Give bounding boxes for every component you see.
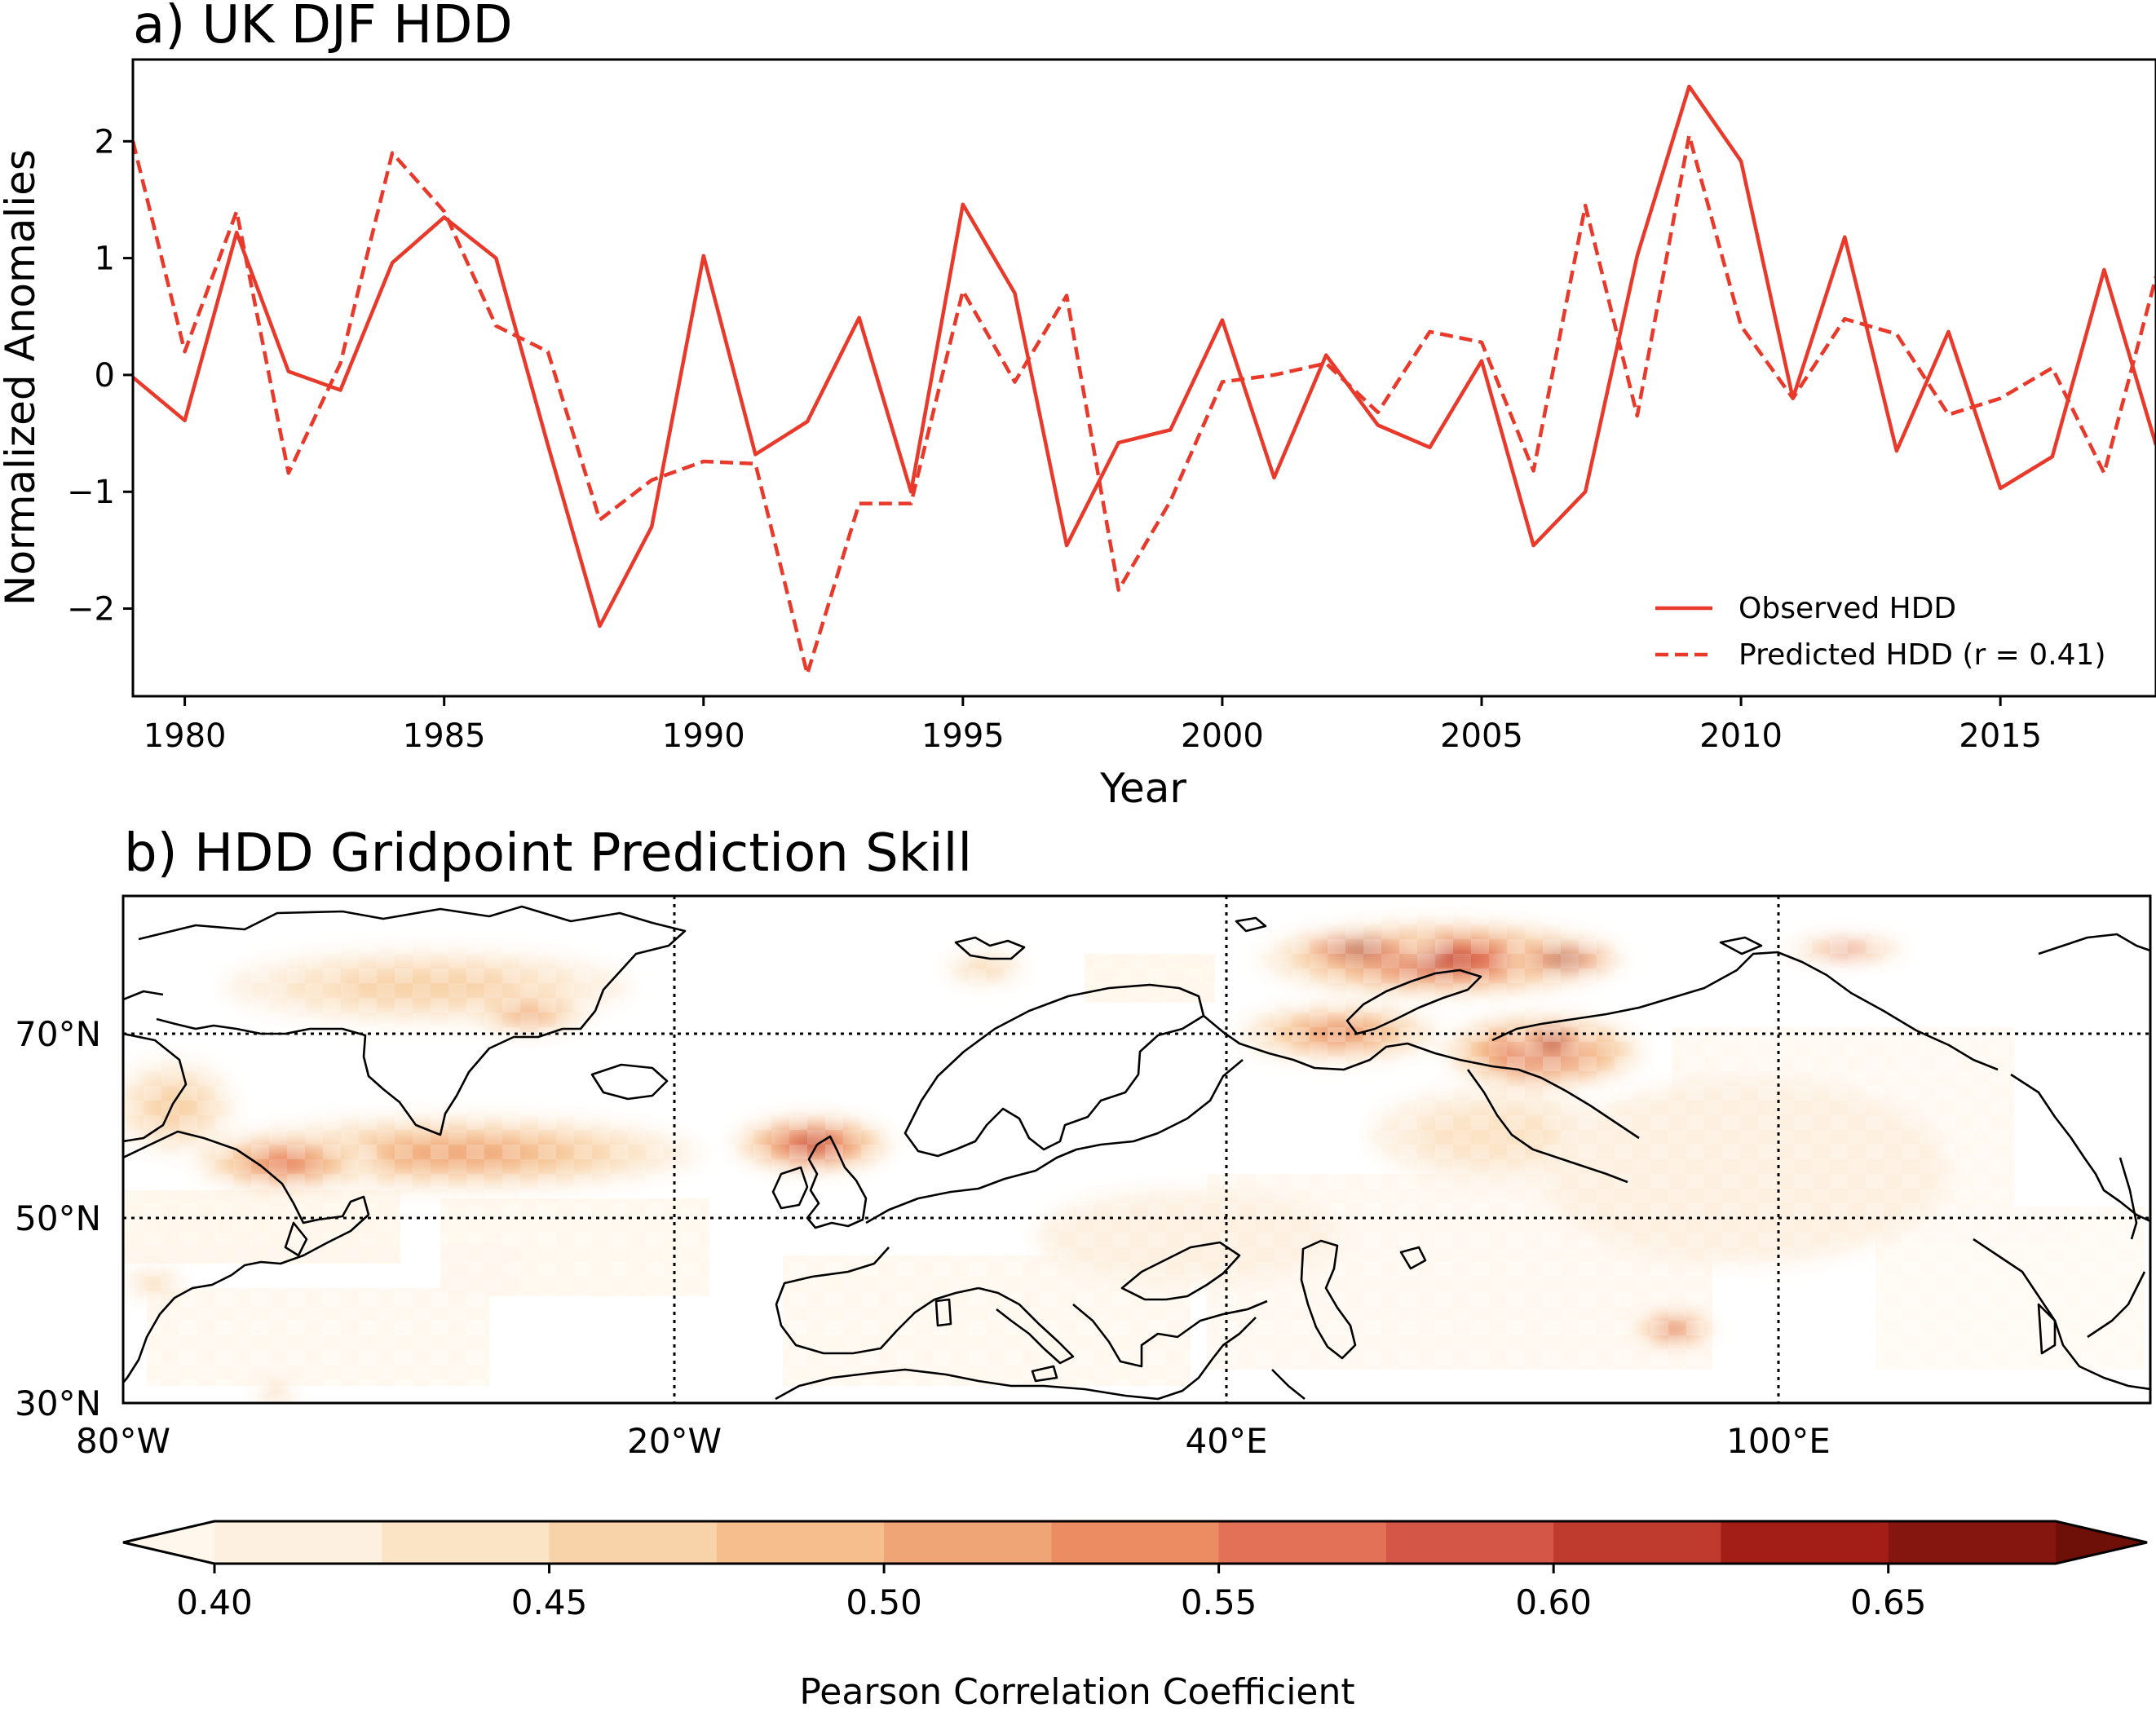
graticule <box>123 896 2150 1403</box>
coastline-japan <box>2087 1271 2146 1339</box>
panel-a-xlabel: Year <box>1099 765 1186 812</box>
x-tick-label: 1995 <box>921 717 1005 755</box>
coastline-sicily <box>1031 1365 1058 1383</box>
lon-tick-20w: 20°W <box>627 1421 722 1461</box>
colorbar-bin <box>884 1521 1052 1564</box>
coastline-gulf <box>1271 1369 1306 1401</box>
coastline-hudson <box>123 990 164 1001</box>
y-tick-label: 1 <box>95 240 115 278</box>
lon-tick-40e: 40°E <box>1186 1421 1268 1461</box>
lon-tick-100e: 100°E <box>1726 1421 1831 1461</box>
coastline-ireland <box>771 1166 809 1210</box>
colorbar-bin <box>716 1521 885 1564</box>
panel-a-series <box>133 84 2156 677</box>
coastline-us-east <box>123 1273 232 1383</box>
coastline-okhotsk <box>2010 1073 2150 1223</box>
colorbar-tick-label: 0.55 <box>1181 1582 1257 1622</box>
coastline-svalbard <box>954 936 1026 960</box>
x-tick-label: 1985 <box>403 717 486 755</box>
colorbar-bin <box>1888 1521 2057 1564</box>
y-tick-label: 2 <box>95 123 115 161</box>
colorbar-tick-label: 0.60 <box>1515 1582 1592 1622</box>
colorbar-tick-label: 0.65 <box>1850 1582 1927 1622</box>
y-tick-label: −2 <box>67 591 115 629</box>
colorbar-bin <box>1721 1521 1889 1564</box>
coastline-franz-josef <box>1235 916 1267 933</box>
x-tick-label: 2010 <box>1699 717 1783 755</box>
coastline-north-europe <box>865 1059 1244 1224</box>
colorbar-label: Pearson Correlation Coefficient <box>799 1671 1354 1712</box>
colorbar-bin <box>1218 1521 1387 1564</box>
field-texture <box>123 896 2150 1403</box>
panel-b: b) HDD Gridpoint Prediction Skill <box>15 823 2152 1712</box>
y-tick-label: −1 <box>67 474 115 511</box>
panel-a-ylabel: Normalized Anomalies <box>0 149 44 606</box>
x-tick-label: 2000 <box>1181 717 1264 755</box>
coastline-east-siberia <box>2038 933 2150 955</box>
colorbar-bin <box>1553 1521 1721 1564</box>
panel-b-title: b) HDD Gridpoint Prediction Skill <box>124 823 972 884</box>
panel-a-title: a) UK DJF HDD <box>133 0 513 55</box>
panel-a-axes: 1980 1985 1990 1995 2000 2005 2010 2015 −2 −1 0 1 2 <box>67 123 2042 755</box>
coastline-korea <box>2037 1303 2057 1355</box>
coastline-britain <box>806 1135 868 1229</box>
legend-observed-label: Observed HDD <box>1738 592 1956 625</box>
coastline-black-sea <box>1120 1241 1241 1301</box>
panel-a: a) UK DJF HDD 1980 1985 1990 1995 2000 2005 20… <box>0 0 2156 812</box>
colorbar-bin <box>214 1521 382 1564</box>
coastline-iceland <box>590 1063 669 1101</box>
colorbar-bin <box>1051 1521 1220 1564</box>
coastline-baffin <box>123 1032 188 1143</box>
panel-a-legend: Observed HDD Predicted HDD (r = 0.41) <box>1655 592 2106 672</box>
coastline-iberia <box>775 1246 979 1355</box>
map-frame <box>121 894 2152 1405</box>
legend-predicted-label: Predicted HDD (r = 0.41) <box>1738 638 2106 672</box>
colorbar-tick-label: 0.40 <box>176 1582 253 1622</box>
lat-tick-30n: 30°N <box>15 1383 101 1423</box>
coastline-sakhalin <box>2118 1157 2138 1240</box>
x-tick-label: 1990 <box>662 717 745 755</box>
x-tick-label: 2015 <box>1959 717 2042 755</box>
coastline-italy <box>978 1286 1075 1365</box>
coastline-newfoundland <box>284 1221 308 1257</box>
coastline-aral <box>1399 1246 1427 1270</box>
coastline-siberia <box>1491 951 1999 1071</box>
colorbar-tick-label: 0.45 <box>511 1582 588 1622</box>
skill-map <box>123 896 2150 1403</box>
coastline-sardinia <box>934 1298 952 1327</box>
colorbar-bin <box>382 1521 550 1564</box>
coastline-china-coast <box>1973 1238 2150 1391</box>
observed-hdd-line <box>133 84 2156 629</box>
predicted-hdd-line <box>133 133 2156 677</box>
coastlines <box>123 905 2150 1401</box>
coastline-north-africa <box>775 1317 1257 1401</box>
x-tick-label: 2005 <box>1440 717 1523 755</box>
colorbar-over-triangle <box>2056 1521 2147 1564</box>
lat-tick-50n: 50°N <box>15 1198 101 1238</box>
coastline-russian-arctic <box>1203 1015 1640 1140</box>
colorbar-bin <box>549 1521 718 1564</box>
colorbar-bin <box>1385 1521 1554 1564</box>
lat-tick-70n: 70°N <box>15 1014 101 1054</box>
colorbar-tick-label: 0.50 <box>846 1582 922 1622</box>
map-ticks: 80°W 20°W 40°E 100°E 70°N 50°N 30°N <box>15 1014 1831 1461</box>
coastline-severnaya <box>1719 936 1763 955</box>
lon-tick-80w: 80°W <box>76 1421 170 1461</box>
coastline-novaya-zemlya <box>1345 969 1482 1035</box>
panel-a-frame <box>131 58 2156 698</box>
coastline-scandinavia <box>903 983 1205 1158</box>
colorbar: 0.40 0.45 0.50 0.55 0.60 0.65 <box>122 1520 2148 1622</box>
coastline-labrador <box>123 1130 370 1277</box>
coastline-greenland <box>138 905 687 1136</box>
coastline-caspian <box>1300 1239 1357 1360</box>
y-tick-label: 0 <box>95 357 115 395</box>
colorbar-under-triangle <box>123 1521 214 1564</box>
coastline-ob-gulf <box>1466 1069 1628 1184</box>
x-tick-label: 1980 <box>144 717 227 755</box>
